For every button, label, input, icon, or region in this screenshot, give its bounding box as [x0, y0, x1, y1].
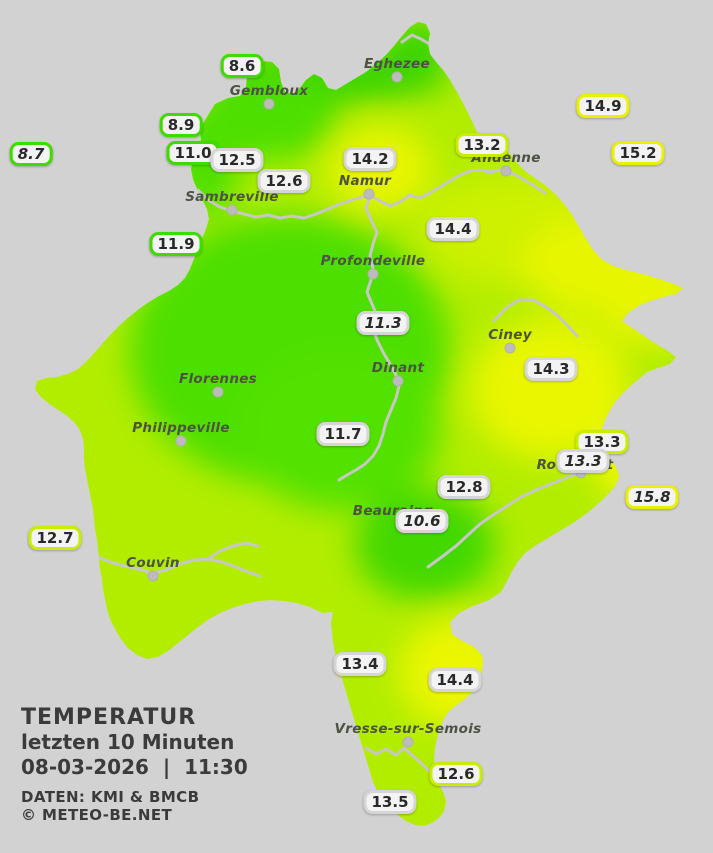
city-label: Sambreville — [185, 189, 279, 205]
city-label: Florennes — [178, 371, 258, 387]
city-marker — [402, 736, 414, 748]
temp-label: 13.4 — [333, 652, 387, 676]
city-label: Namur — [338, 173, 392, 189]
temp-label: 11.9 — [149, 232, 203, 256]
city-marker — [263, 98, 275, 110]
temp-label: 14.2 — [343, 147, 397, 171]
city-marker — [504, 342, 516, 354]
temp-label: 12.7 — [28, 526, 82, 550]
city-marker — [391, 71, 403, 83]
river-bocq — [492, 298, 579, 338]
temp-label: 15.2 — [611, 141, 665, 165]
city-label: Ciney — [488, 327, 532, 343]
city-marker — [226, 204, 238, 216]
temp-label: 12.8 — [437, 475, 491, 499]
temp-label: 12.5 — [210, 148, 264, 172]
city-label: Profondeville — [320, 253, 426, 269]
river-sambre — [196, 188, 372, 220]
city-marker — [500, 165, 512, 177]
river-semois — [364, 746, 438, 779]
city-label: Eghezee — [364, 56, 430, 72]
data-source: DATEN: KMI & BMCB — [21, 788, 200, 806]
temp-label: 13.2 — [455, 133, 509, 157]
temp-label: 14.3 — [524, 357, 578, 381]
temp-label: 13.3 — [556, 449, 610, 473]
city-marker — [392, 375, 404, 387]
river-eau-noire — [94, 554, 262, 578]
temp-label: 11.7 — [316, 422, 370, 446]
city-marker — [367, 268, 379, 280]
copyright: © METEO-BE.NET — [21, 806, 173, 824]
subtitle: letzten 10 Minuten — [21, 730, 235, 754]
temp-label: 14.4 — [428, 668, 482, 692]
city-label: Dinant — [371, 360, 425, 376]
city-label: Vresse-sur-Semois — [334, 721, 482, 737]
temp-label: 14.9 — [576, 94, 630, 118]
river-meuse-east — [368, 168, 547, 208]
temp-label: 8.6 — [220, 54, 264, 78]
temp-label: 10.6 — [395, 509, 449, 533]
city-label: Philippeville — [132, 420, 230, 436]
city-marker — [212, 386, 224, 398]
city-marker — [363, 188, 375, 200]
city-label: Gembloux — [229, 83, 309, 99]
city-marker — [175, 435, 187, 447]
river-meuse-south — [337, 194, 401, 482]
temp-label: 8.7 — [9, 142, 53, 166]
temp-label: 12.6 — [257, 169, 311, 193]
city-label: Couvin — [126, 555, 180, 571]
temp-label: 11.3 — [356, 311, 410, 335]
temp-label: 15.8 — [625, 485, 679, 509]
temp-label: 14.4 — [426, 217, 480, 241]
temp-label: 13.5 — [363, 790, 417, 814]
city-marker — [147, 570, 159, 582]
temp-label: 8.9 — [159, 113, 203, 137]
datetime: 08-03-2026 | 11:30 — [21, 755, 248, 779]
temp-label: 12.6 — [429, 762, 483, 786]
page-title: TEMPERATUR — [21, 705, 197, 730]
river-eau-noire-branch — [206, 541, 260, 561]
map-legend: TEMPERATUR letzten 10 Minuten 08-03-2026… — [21, 705, 248, 824]
